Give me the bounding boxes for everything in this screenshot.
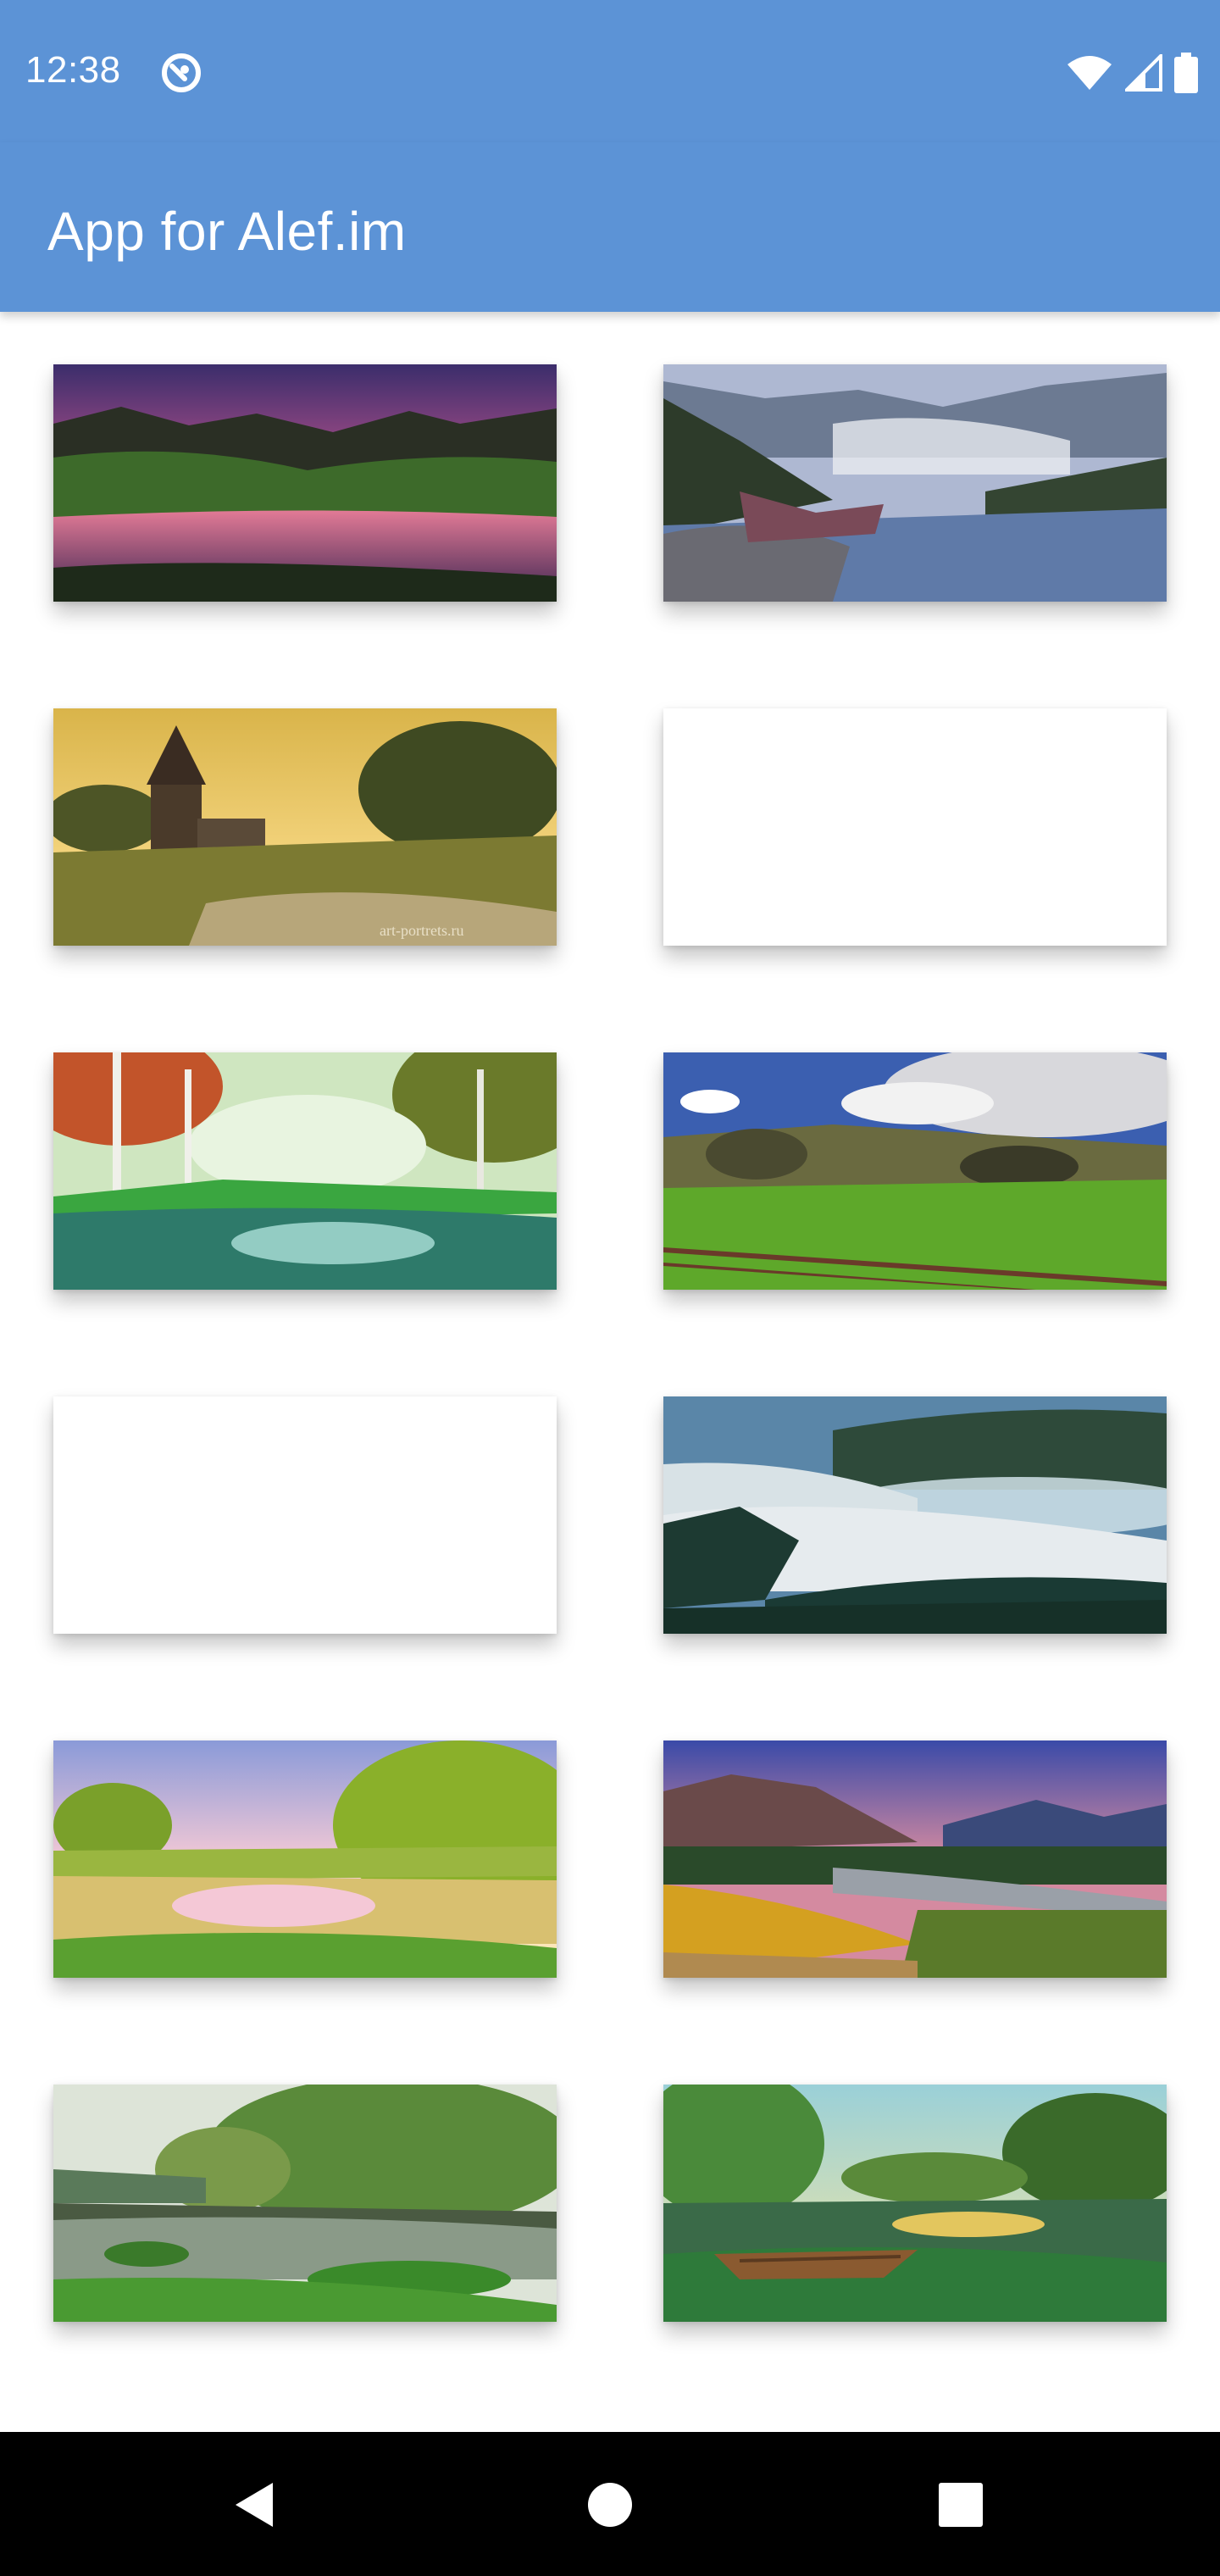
gallery-image-4-placeholder[interactable] xyxy=(663,708,1167,946)
image-grid[interactable]: art-portrets.ru xyxy=(0,312,1220,2432)
gallery-image-6[interactable] xyxy=(663,1052,1167,1290)
painting-image xyxy=(53,1740,557,1978)
gallery-image-1[interactable] xyxy=(53,364,557,602)
wifi-icon xyxy=(1068,56,1112,90)
navigation-bar xyxy=(0,2432,1220,2576)
landscape-image xyxy=(663,1052,1167,1290)
landscape-image xyxy=(663,1396,1167,1634)
status-time: 12:38 xyxy=(25,49,121,91)
landscape-image xyxy=(663,364,1167,602)
gallery-image-3[interactable]: art-portrets.ru xyxy=(53,708,557,946)
back-icon[interactable] xyxy=(230,2479,281,2530)
painting-image xyxy=(53,2085,557,2322)
app-title: App for Alef.im xyxy=(47,201,407,262)
gallery-image-8[interactable] xyxy=(663,1396,1167,1634)
landscape-image xyxy=(53,364,557,602)
gallery-image-9[interactable] xyxy=(53,1740,557,1978)
gallery-image-10[interactable] xyxy=(663,1740,1167,1978)
painting-image xyxy=(663,2085,1167,2322)
status-bar: 12:38 xyxy=(0,0,1220,142)
battery-icon xyxy=(1174,53,1198,93)
cell-signal-icon xyxy=(1125,54,1162,92)
home-icon[interactable] xyxy=(586,2481,634,2529)
gallery-image-12[interactable] xyxy=(663,2085,1167,2322)
watermark-text: art-portrets.ru xyxy=(380,922,463,939)
app-notification-icon xyxy=(162,53,201,92)
gallery-image-2[interactable] xyxy=(663,364,1167,602)
landscape-image xyxy=(663,1740,1167,1978)
painting-image: art-portrets.ru xyxy=(53,708,557,946)
gallery-image-11[interactable] xyxy=(53,2085,557,2322)
gallery-image-5[interactable] xyxy=(53,1052,557,1290)
recent-apps-icon[interactable] xyxy=(937,2481,984,2529)
app-bar: App for Alef.im xyxy=(0,142,1220,312)
painting-image xyxy=(53,1052,557,1290)
gallery-image-7-placeholder[interactable] xyxy=(53,1396,557,1634)
